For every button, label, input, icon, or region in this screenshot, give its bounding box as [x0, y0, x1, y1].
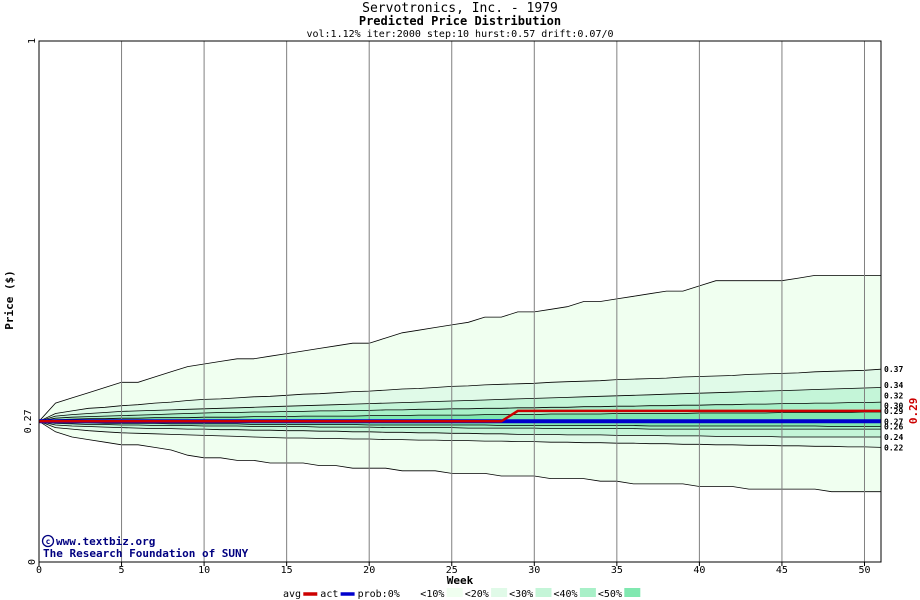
- legend-label-0: avg: [283, 589, 301, 600]
- chart-title: Servotronics, Inc. - 1979: [362, 1, 558, 16]
- x-tick-label-6: 30: [528, 565, 540, 576]
- x-tick-label-5: 25: [446, 565, 458, 576]
- y-tick-label-0: 0: [27, 559, 38, 565]
- x-tick-label-9: 45: [776, 565, 788, 576]
- watermark: c www.textbiz.org The Research Foundatio…: [41, 534, 249, 560]
- y-axis-ticks: 01: [27, 38, 38, 565]
- level-label-6: 0.26: [884, 423, 903, 432]
- watermark-org: The Research Foundation of SUNY: [43, 547, 249, 560]
- quantile-bands: [38, 274, 882, 493]
- start-price-label: 0.27: [23, 409, 34, 433]
- legend-swatch-6: [579, 588, 596, 597]
- level-label-3: 0.30: [884, 402, 903, 411]
- legend-label-1: act: [320, 589, 338, 600]
- legend-swatch-5: [535, 588, 552, 597]
- legend-label-7: <50%: [598, 589, 622, 600]
- level-label-0: 0.37: [884, 365, 903, 374]
- legend-label-4: <20%: [465, 589, 489, 600]
- band-lower-line-0: [38, 420, 881, 493]
- legend-swatch-2: [402, 588, 419, 597]
- y-tick-label-1: 1: [27, 38, 38, 44]
- band-lower-line-1: [38, 420, 882, 448]
- band-upper-line-0: [38, 274, 881, 422]
- level-label-1: 0.34: [884, 381, 903, 390]
- legend: avg act prob:0% <10% <20% <30% <40% <50%: [283, 588, 641, 600]
- legend-label-6: <40%: [554, 589, 578, 600]
- copyright-icon: [41, 534, 55, 548]
- x-axis-ticks: 0 5 10 15 20 25 30 35 40 45 50: [36, 562, 871, 576]
- watermark-url: www.textbiz.org: [56, 535, 155, 548]
- x-tick-label-10: 50: [858, 565, 870, 576]
- legend-label-5: <30%: [509, 589, 533, 600]
- level-labels: 0.37 0.340.32 0.300.290.270.260.240.22: [884, 365, 903, 452]
- simulation-params: vol:1.12% iter:2000 step:10 hurst:0.57 d…: [306, 29, 613, 40]
- legend-swatch-4: [491, 588, 508, 597]
- x-tick-label-8: 40: [693, 565, 705, 576]
- x-tick-label-0: 0: [36, 565, 42, 576]
- band-lower-line-2: [38, 420, 881, 438]
- copyright-glyph: c: [46, 537, 51, 546]
- level-label-4: 0.29: [884, 407, 903, 416]
- series-line-avg: [39, 409, 881, 423]
- plot-frame: [38, 40, 882, 563]
- legend-label-3: <10%: [420, 589, 444, 600]
- band-lower-line-3: [38, 420, 881, 430]
- band-upper-line-4: [38, 411, 881, 422]
- level-label-5: 0.27: [884, 417, 903, 426]
- current-price-label: 0.29: [907, 398, 920, 425]
- x-tick-label-2: 10: [198, 565, 210, 576]
- x-tick-label-3: 15: [281, 565, 293, 576]
- x-tick-label-4: 20: [363, 565, 375, 576]
- band-upper-line-2: [38, 387, 882, 422]
- chart-subtitle: Predicted Price Distribution: [359, 14, 561, 28]
- x-tick-label-7: 35: [611, 565, 623, 576]
- level-label-8: 0.22: [884, 443, 903, 452]
- band-upper-line-1: [38, 368, 882, 422]
- x-axis-label: Week: [447, 574, 474, 587]
- level-label-2: 0.32: [884, 391, 903, 400]
- legend-swatch-7: [624, 588, 641, 597]
- x-tick-label-1: 5: [119, 565, 125, 576]
- legend-swatch-3: [446, 588, 463, 597]
- level-label-7: 0.24: [884, 433, 903, 442]
- grid-lines: [121, 41, 865, 562]
- price-series: [39, 409, 881, 424]
- band-upper-line-3: [38, 401, 882, 422]
- band-lower-line-4: [38, 420, 881, 427]
- y-axis-label: Price ($): [3, 270, 16, 330]
- legend-label-2: prob:0%: [358, 589, 400, 600]
